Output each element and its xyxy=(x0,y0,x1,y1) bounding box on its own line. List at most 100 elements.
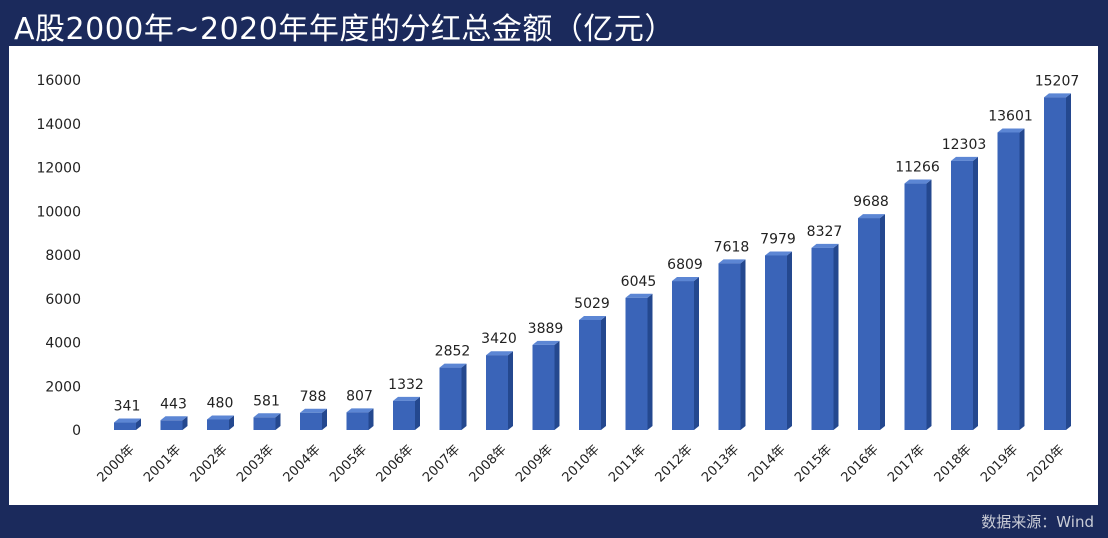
bar-side xyxy=(368,408,374,430)
y-tick-label: 0 xyxy=(72,423,81,439)
y-tick-label: 12000 xyxy=(36,161,81,177)
x-tick-label: 2000年 xyxy=(95,442,138,485)
bar xyxy=(439,367,462,430)
bar-top xyxy=(486,351,513,356)
data-label: 12303 xyxy=(942,137,987,153)
y-tick-label: 6000 xyxy=(45,292,81,308)
bar xyxy=(486,355,508,430)
bar-top xyxy=(114,418,141,423)
bar-top xyxy=(951,156,978,161)
bar xyxy=(718,263,741,430)
bar xyxy=(1044,97,1066,431)
data-label: 7618 xyxy=(714,239,750,255)
data-label: 788 xyxy=(300,389,327,405)
bar-side xyxy=(880,214,885,430)
data-label: 6045 xyxy=(621,274,657,290)
data-label: 3420 xyxy=(481,331,517,347)
data-label: 5029 xyxy=(574,296,610,312)
bar xyxy=(858,218,880,430)
bar-side xyxy=(740,259,746,430)
chart-panel: 0 2000 4000 6000 8000 10000 12000 14000 16000 341… xyxy=(9,46,1098,505)
bar xyxy=(114,422,136,430)
bar-side xyxy=(1066,93,1071,431)
x-tick-label: 2003年 xyxy=(234,442,277,485)
bar xyxy=(951,160,973,430)
x-tick-label: 2002年 xyxy=(188,442,231,485)
data-label: 581 xyxy=(253,393,280,409)
bar-side xyxy=(694,277,699,430)
bar-side xyxy=(926,179,932,430)
bar-chart: 0 2000 4000 6000 8000 10000 12000 14000 16000 341… xyxy=(36,73,1079,485)
bar-side xyxy=(554,340,560,430)
bar-side xyxy=(461,363,467,430)
bar-top xyxy=(1044,93,1071,98)
y-tick-label: 4000 xyxy=(45,336,81,352)
data-label: 341 xyxy=(114,399,141,415)
data-label: 2852 xyxy=(435,344,471,360)
x-tick-label: 2006年 xyxy=(374,442,417,485)
x-tick-label: 2005年 xyxy=(327,442,370,485)
bar xyxy=(393,400,415,430)
bar-side xyxy=(322,408,327,430)
x-tick-label: 2011年 xyxy=(606,442,649,485)
x-tick-label: 2008年 xyxy=(467,442,510,485)
bar-side xyxy=(647,293,653,430)
bar-side xyxy=(973,156,978,430)
y-tick-label: 14000 xyxy=(36,117,81,133)
data-label: 443 xyxy=(160,396,187,412)
bar-top xyxy=(672,277,699,282)
bar-side xyxy=(229,415,234,430)
bar-top xyxy=(439,363,467,368)
bar-top xyxy=(346,408,374,413)
bar-top xyxy=(207,415,234,420)
bar-side xyxy=(787,251,792,430)
data-label: 8327 xyxy=(807,224,843,240)
x-tick-label: 2020年 xyxy=(1025,442,1068,485)
bar xyxy=(765,255,787,430)
bar-top xyxy=(904,179,932,184)
x-tick-label: 2009年 xyxy=(513,442,556,485)
bar xyxy=(904,183,927,430)
x-tick-label: 2015年 xyxy=(792,442,835,485)
bar-top xyxy=(625,293,653,298)
bar-side xyxy=(136,418,141,430)
bar-side xyxy=(415,396,420,430)
x-tick-label: 2014年 xyxy=(746,442,789,485)
data-label: 3889 xyxy=(528,321,564,337)
y-tick-label: 16000 xyxy=(36,73,81,89)
bar xyxy=(300,412,322,430)
bar-top xyxy=(718,259,746,264)
bar xyxy=(625,297,648,430)
x-tick-label: 2018年 xyxy=(932,442,975,485)
bar-side xyxy=(1019,128,1025,430)
bar xyxy=(207,419,229,430)
bar xyxy=(532,344,555,430)
x-tick-label: 2016年 xyxy=(839,442,882,485)
data-label: 807 xyxy=(346,388,373,404)
bar-top xyxy=(160,416,188,421)
bar-top xyxy=(253,413,281,418)
bar xyxy=(253,417,276,430)
y-tick-label: 8000 xyxy=(45,248,81,264)
bar xyxy=(811,247,834,430)
x-tick-label: 2010年 xyxy=(560,442,603,485)
x-tick-label: 2001年 xyxy=(141,442,184,485)
x-tick-label: 2017年 xyxy=(885,442,928,485)
data-label: 480 xyxy=(207,396,234,412)
bar-side xyxy=(601,315,606,430)
x-tick-label: 2007年 xyxy=(420,442,463,485)
bar-top xyxy=(532,340,560,345)
x-tick-label: 2013年 xyxy=(699,442,742,485)
bar xyxy=(346,412,369,430)
bar xyxy=(160,420,183,430)
bar-top xyxy=(579,315,606,320)
bar-side xyxy=(508,351,513,430)
bar xyxy=(672,281,694,430)
bar-top xyxy=(811,243,839,248)
data-label: 9688 xyxy=(853,194,889,210)
data-label: 7979 xyxy=(760,231,796,247)
bar-side xyxy=(275,413,281,430)
bar-top xyxy=(858,214,885,219)
source-note: 数据来源：Wind xyxy=(981,513,1094,531)
data-label: 11266 xyxy=(895,160,940,176)
